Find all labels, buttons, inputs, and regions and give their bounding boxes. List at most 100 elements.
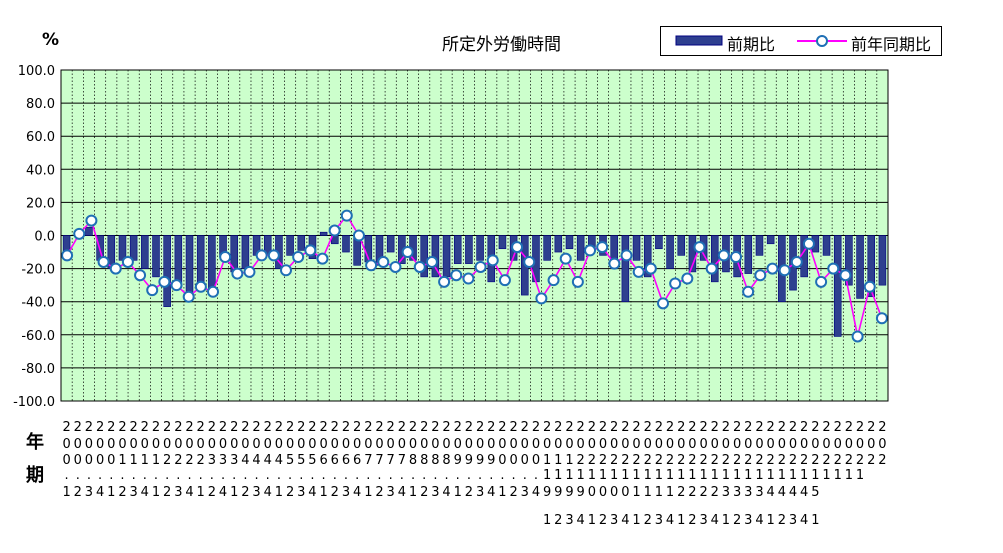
x-tick-label: 0 — [331, 437, 339, 452]
x-tick-label: 2 — [811, 453, 819, 468]
x-tick-label: 0 — [599, 437, 607, 452]
x-tick-label: 2 — [409, 420, 417, 435]
x-tick-label: 2 — [655, 420, 663, 435]
x-tick-label: 4 — [778, 485, 786, 500]
x-tick-label: 3 — [174, 485, 182, 500]
x-tick-label: . — [523, 468, 527, 483]
x-tick-label: 0 — [666, 437, 674, 452]
x-tick-label: . — [355, 468, 359, 483]
x-tick-label: 0 — [163, 437, 171, 452]
yoy-marker — [182, 290, 195, 303]
x-tick-label: 1 — [118, 453, 126, 468]
x-tick-label: 7 — [398, 453, 406, 468]
x-tick-label: 0 — [688, 437, 696, 452]
x-tick-label: 0 — [677, 437, 685, 452]
x-tick-label: 2 — [699, 485, 707, 500]
x-tick-label: 1 — [588, 513, 596, 528]
x-tick-label: 0 — [845, 437, 853, 452]
x-tick-label: 0 — [632, 437, 640, 452]
x-tick-label: 2 — [96, 420, 104, 435]
x-tick-label: 3 — [610, 513, 618, 528]
x-tick-label: 2 — [722, 420, 730, 435]
x-tick-label: 0 — [398, 437, 406, 452]
x-tick-label: 9 — [454, 453, 462, 468]
x-tick-label: 1 — [152, 453, 160, 468]
x-tick-label: 2 — [755, 420, 763, 435]
yoy-marker — [571, 275, 584, 288]
yoy-marker — [596, 241, 609, 254]
x-tick-label: 2 — [565, 420, 573, 435]
x-tick-label: . — [512, 468, 516, 483]
x-tick-label: . — [500, 468, 504, 483]
bar — [543, 235, 551, 261]
x-tick-label: . — [210, 468, 214, 483]
x-tick-label: 2 — [610, 420, 618, 435]
x-tick-label: 3 — [230, 453, 238, 468]
plot-border — [60, 69, 889, 402]
x-tick-label: 0 — [286, 437, 294, 452]
x-tick-label: 2 — [107, 420, 115, 435]
x-tick-label: 2 — [532, 420, 540, 435]
x-tick-label: 2 — [644, 513, 652, 528]
yoy-marker — [243, 265, 256, 278]
legend: 前期比 前年同期比 — [660, 26, 942, 56]
x-tick-label: 3 — [565, 513, 573, 528]
x-tick-label: 2 — [454, 420, 462, 435]
x-tick-label: 0 — [577, 437, 585, 452]
x-tick-label: 2 — [733, 453, 741, 468]
x-tick-label: 2 — [767, 453, 775, 468]
x-tick-label: 2 — [554, 513, 562, 528]
y-tick-label: 80.0 — [26, 97, 55, 112]
x-tick-label: 2 — [744, 453, 752, 468]
x-tick-label: 1 — [655, 485, 663, 500]
x-tick-label: . — [456, 468, 460, 483]
x-tick-label: 2 — [588, 420, 596, 435]
yoy-marker — [486, 254, 499, 267]
x-tick-label: . — [411, 468, 415, 483]
bar — [152, 235, 160, 278]
x-tick-label: . — [478, 468, 482, 483]
x-tick-label: . — [366, 468, 370, 483]
x-tick-label: 0 — [655, 437, 663, 452]
y-tick-label: 100.0 — [18, 64, 55, 79]
y-tick-label: -40.0 — [21, 296, 55, 311]
x-tick-label: 2 — [688, 453, 696, 468]
yoy-marker — [328, 224, 341, 237]
yoy-marker — [340, 209, 353, 222]
bar — [856, 235, 864, 299]
bar — [755, 235, 764, 256]
x-tick-label: . — [389, 468, 393, 483]
x-tick-label: 0 — [219, 437, 227, 452]
yoy-marker — [681, 272, 694, 285]
x-tick-label: 2 — [856, 420, 864, 435]
bar — [163, 235, 171, 307]
x-tick-label: 2 — [577, 453, 585, 468]
yoy-marker — [438, 275, 451, 288]
x-tick-label: 2 — [800, 420, 808, 435]
yoy-marker — [267, 249, 280, 262]
x-tick-label: 2 — [297, 420, 305, 435]
x-tick-label: 1 — [666, 485, 674, 500]
x-tick-label: . — [377, 468, 381, 483]
x-tick-label: 4 — [353, 485, 361, 500]
x-tick-label: 2 — [465, 485, 473, 500]
x-tick-label: 2 — [487, 420, 495, 435]
x-tick-label: 2 — [711, 453, 719, 468]
yoy-marker — [766, 262, 779, 275]
x-tick-label: 1 — [319, 485, 327, 500]
x-tick-label: 0 — [543, 437, 551, 452]
x-tick-label: 8 — [431, 453, 439, 468]
x-tick-label: 2 — [387, 420, 395, 435]
x-tick-label: 0 — [498, 437, 506, 452]
bar — [576, 235, 585, 261]
bar — [174, 235, 183, 286]
x-tick-label: 0 — [107, 453, 115, 468]
x-tick-label: 0 — [509, 437, 517, 452]
axis-layer: 100.080.060.040.020.00.0-20.0-40.0-60.0-… — [13, 64, 889, 528]
x-tick-label: 2 — [733, 513, 741, 528]
x-tick-label: . — [87, 468, 91, 483]
x-tick-label: 6 — [353, 453, 361, 468]
yoy-marker — [778, 264, 791, 277]
x-tick-label: 0 — [230, 437, 238, 452]
x-tick-label: 2 — [476, 420, 484, 435]
